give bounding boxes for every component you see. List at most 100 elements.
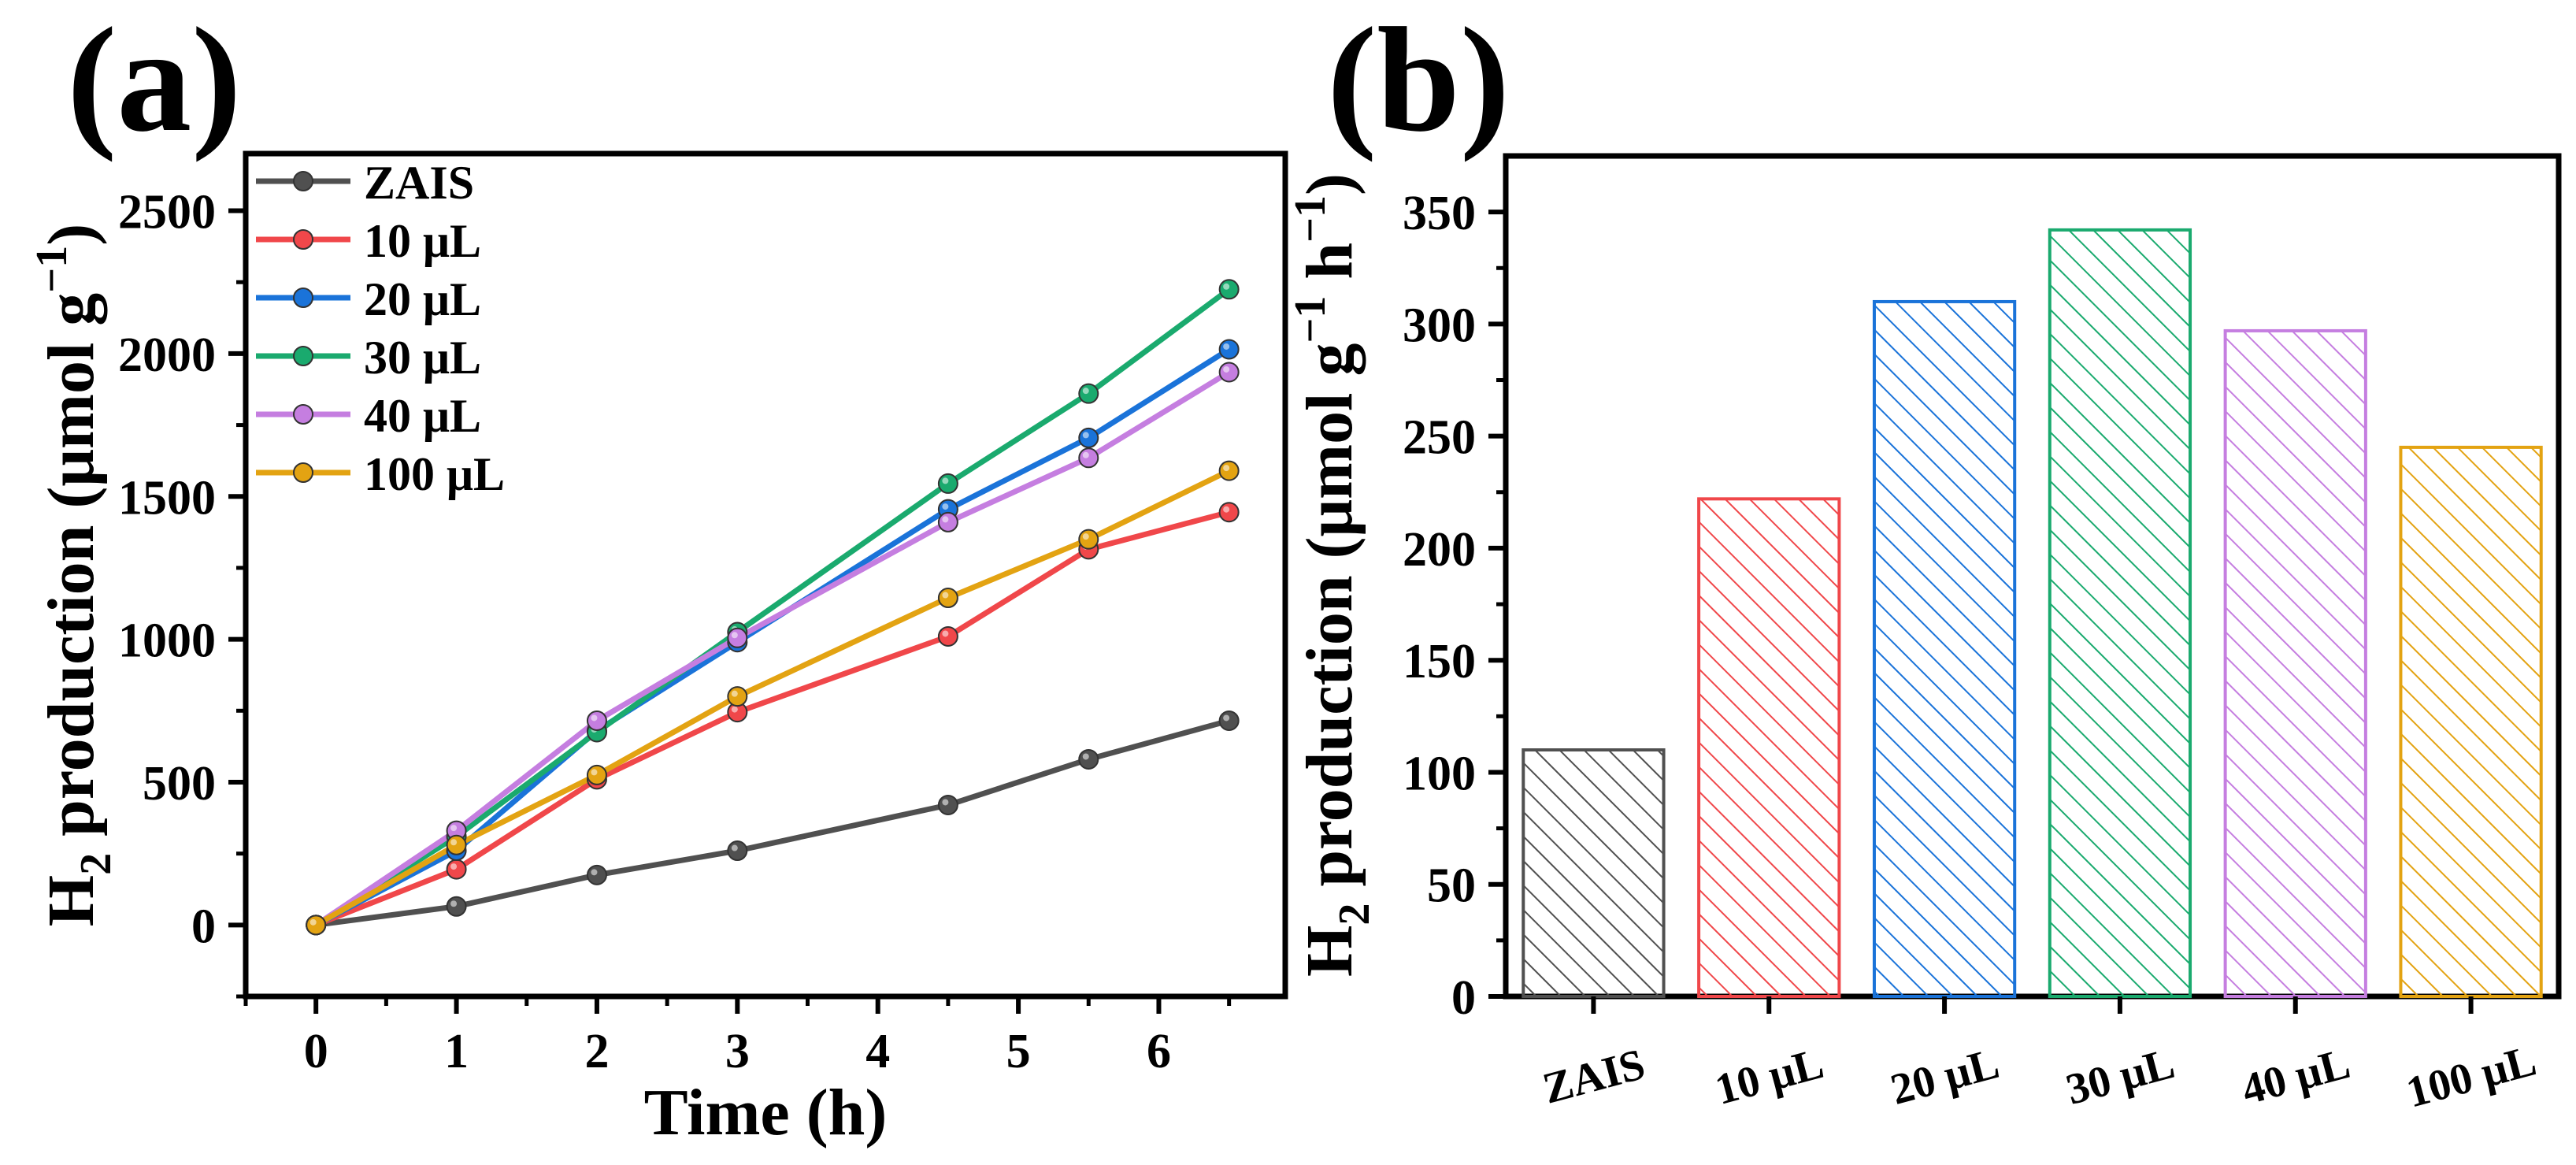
- plot-frame-b: [1503, 153, 2562, 1000]
- data-point-a: [1078, 529, 1099, 550]
- data-point-highlight-a: [1223, 506, 1230, 513]
- data-point-highlight-a: [1082, 388, 1089, 395]
- data-point-highlight-a: [1223, 343, 1230, 350]
- x-tick-label-a: 3: [725, 1025, 750, 1078]
- data-point-a: [1218, 339, 1240, 360]
- category-label-b: 10 μL: [1711, 1039, 1829, 1115]
- x-axis-a: 0 1 2 3 4 5 6: [243, 996, 1232, 1078]
- y-tick-label-a: 0: [191, 900, 216, 953]
- data-point-a: [1078, 383, 1099, 404]
- data-point-a: [727, 686, 748, 707]
- data-point-highlight-a: [450, 839, 458, 846]
- data-point-highlight-a: [1223, 465, 1230, 472]
- legend-marker-a: [293, 462, 313, 483]
- y-tick-label-a: 2500: [118, 186, 216, 239]
- data-point-highlight-a: [591, 869, 598, 876]
- data-point-highlight-a: [942, 799, 949, 806]
- bar-group-b: [1522, 228, 2543, 999]
- panel-label-b: (b): [1327, 0, 1510, 163]
- y-tick-label-b: 150: [1403, 635, 1476, 688]
- category-label-b: 30 μL: [2061, 1039, 2179, 1115]
- data-point-highlight-a: [1082, 432, 1089, 439]
- y-tick-label-b: 100: [1403, 747, 1476, 800]
- legend-label-a: 100 μL: [364, 448, 505, 500]
- y-axis-b: 0 50 100 150 200 250 300 350: [1403, 187, 1506, 1025]
- bar-b: [2399, 445, 2543, 998]
- data-point-a: [1078, 427, 1099, 448]
- y-tick-label-a: 1000: [118, 614, 216, 668]
- x-tick-label-a: 2: [584, 1025, 609, 1078]
- data-point-a: [1078, 447, 1099, 469]
- y-axis-label-b: H2 production (μmol g−1 h−1): [1286, 173, 1379, 977]
- data-point-a: [937, 794, 958, 815]
- data-point-a: [727, 840, 748, 862]
- data-point-a: [937, 625, 958, 647]
- data-point-highlight-a: [731, 844, 738, 851]
- data-point-a: [446, 896, 467, 917]
- line-chart-panel: (a) 0 500 1000 1500 2000 2500 0 1 2 3 4 5 6 ZAIS 10 …: [28, 0, 1288, 1149]
- bar-b: [1697, 497, 1841, 998]
- data-point-a: [586, 764, 607, 785]
- legend-marker-a: [293, 229, 313, 250]
- y-tick-label-b: 200: [1403, 523, 1476, 577]
- plot-frame-a: [243, 150, 1288, 1000]
- y-tick-label-b: 50: [1427, 859, 1476, 913]
- x-tick-label-a: 1: [444, 1025, 469, 1078]
- data-point-highlight-a: [309, 918, 317, 926]
- bar-b: [2048, 228, 2192, 998]
- data-point-highlight-a: [1223, 714, 1230, 722]
- data-point-highlight-a: [591, 714, 598, 722]
- legend-label-a: 10 μL: [364, 215, 481, 267]
- x-axis-b: ZAIS 10 μL 20 μL 30 μL 40 μL 100 μL: [1538, 996, 2541, 1118]
- data-point-a: [446, 859, 467, 880]
- data-point-highlight-a: [942, 503, 949, 510]
- y-axis-a: 0 500 1000 1500 2000 2500: [118, 186, 246, 999]
- data-point-highlight-a: [731, 706, 738, 713]
- legend-marker-a: [293, 171, 313, 191]
- data-point-a: [1078, 748, 1099, 770]
- legend-marker-a: [293, 404, 313, 425]
- legend-label-a: 40 μL: [364, 390, 481, 442]
- legend-marker-a: [293, 288, 313, 308]
- y-tick-label-a: 500: [143, 757, 216, 811]
- data-point-highlight-a: [1223, 283, 1230, 290]
- category-label-b: 20 μL: [1885, 1039, 2003, 1115]
- category-label-b: 40 μL: [2237, 1039, 2355, 1115]
- data-point-a: [586, 864, 607, 885]
- x-tick-label-a: 6: [1147, 1025, 1171, 1078]
- data-point-highlight-a: [731, 632, 738, 639]
- data-point-highlight-a: [450, 825, 458, 832]
- legend-a: ZAIS 10 μL 20 μL 30 μL 40 μL 100 μL: [256, 157, 505, 500]
- data-point-a: [446, 834, 467, 855]
- series-group-a: [306, 279, 1240, 936]
- data-point-a: [727, 627, 748, 648]
- data-point-a: [1218, 279, 1240, 300]
- data-point-highlight-a: [591, 769, 598, 776]
- legend-label-a: 20 μL: [364, 273, 481, 325]
- x-tick-label-a: 0: [304, 1025, 328, 1078]
- category-label-b: ZAIS: [1538, 1040, 1650, 1114]
- data-point-highlight-a: [450, 863, 458, 870]
- data-point-a: [1218, 460, 1240, 481]
- data-point-highlight-a: [942, 477, 949, 484]
- y-tick-label-b: 0: [1451, 971, 1476, 1025]
- legend-marker-a: [293, 346, 313, 366]
- data-point-highlight-a: [942, 630, 949, 637]
- data-point-a: [1218, 710, 1240, 731]
- data-point-highlight-a: [1082, 753, 1089, 760]
- y-tick-label-a: 1500: [118, 471, 216, 525]
- data-point-highlight-a: [1223, 365, 1230, 373]
- data-point-a: [1218, 502, 1240, 523]
- data-point-a: [937, 511, 958, 532]
- legend-label-a: 30 μL: [364, 332, 481, 384]
- y-tick-label-b: 300: [1403, 299, 1476, 352]
- data-point-highlight-a: [731, 690, 738, 697]
- data-point-a: [586, 710, 607, 731]
- data-point-a: [306, 915, 327, 936]
- y-tick-label-b: 350: [1403, 187, 1476, 240]
- x-axis-label-a: Time (h): [644, 1076, 888, 1149]
- x-tick-label-a: 5: [1006, 1025, 1031, 1078]
- y-tick-label-a: 2000: [118, 328, 216, 382]
- bar-b: [1872, 299, 2017, 998]
